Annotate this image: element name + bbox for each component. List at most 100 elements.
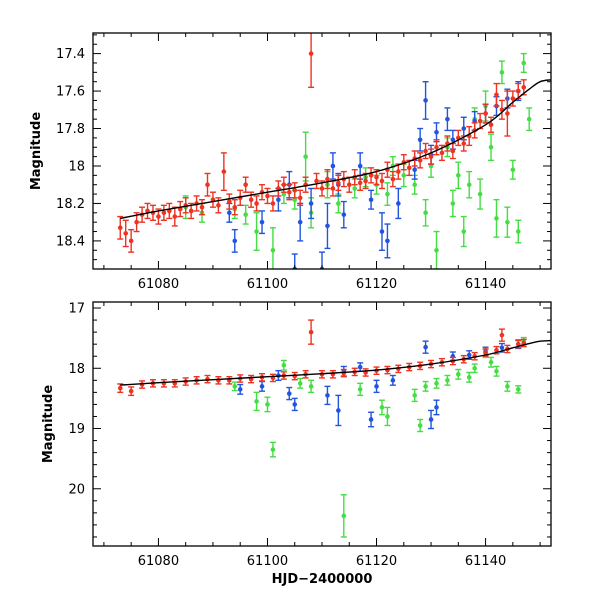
red-data-point (286, 189, 292, 195)
y-tick-label: 17 (68, 302, 85, 317)
green-data-point (254, 229, 259, 234)
red-data-point (265, 193, 270, 199)
red-data-point (488, 122, 494, 128)
red-data-point (248, 197, 254, 202)
x-tick-label: 61120 (356, 277, 397, 292)
y-tick-label: 19 (68, 422, 85, 437)
green-data-point (243, 212, 248, 217)
green-data-point (308, 384, 314, 389)
green-data-point (385, 191, 390, 197)
red-data-point (363, 178, 368, 184)
red-data-point (515, 88, 521, 94)
blue-data-point (423, 98, 428, 103)
green-data-point (466, 182, 472, 188)
blue-data-point (385, 238, 390, 244)
green-data-point (281, 362, 287, 368)
blue-data-point (259, 219, 265, 225)
red-data-point (172, 214, 178, 219)
red-data-point (221, 169, 227, 174)
blue-data-point (423, 344, 428, 350)
red-data-point (308, 51, 314, 56)
green-data-point (336, 201, 341, 206)
red-data-point (450, 148, 456, 154)
blue-data-point (412, 167, 417, 173)
x-tick-label: 61140 (465, 554, 506, 569)
top-panel-ticks: 61080 61100 61120 61140 17.4 17.6 17.8 18 18.2 18… (56, 33, 551, 292)
red-data-point (477, 118, 483, 124)
y-tick-label: 20 (68, 482, 85, 497)
blue-data-point (227, 210, 232, 216)
red-data-point (434, 144, 439, 150)
bottom-panel-x-axis-label: HJD−2400000 (272, 572, 373, 587)
blue-data-point (499, 345, 505, 351)
blue-data-point (308, 201, 314, 206)
bottom-panel-frame (92, 301, 552, 547)
green-data-point (515, 229, 521, 234)
green-data-point (477, 191, 483, 197)
green-data-point (297, 381, 303, 386)
blue-data-point (466, 352, 472, 358)
y-tick-label: 18.2 (56, 197, 85, 212)
red-data-point (161, 210, 167, 216)
bottom-panel-marks (117, 319, 551, 538)
blue-data-point (276, 197, 281, 202)
red-data-point (499, 332, 505, 338)
red-data-point (325, 176, 330, 182)
x-tick-label: 61080 (138, 554, 179, 569)
green-data-point (434, 381, 439, 386)
green-data-point (461, 229, 467, 234)
green-data-point (505, 219, 510, 225)
blue-data-point (341, 212, 347, 217)
blue-data-point (461, 126, 467, 131)
red-data-point (368, 173, 374, 178)
top-panel-marks (117, 33, 551, 269)
red-data-point (156, 214, 161, 219)
red-data-point (232, 204, 238, 210)
y-tick-label: 17.4 (56, 47, 85, 62)
red-data-point (483, 111, 488, 116)
red-data-point (205, 182, 210, 188)
red-data-point (254, 201, 259, 206)
green-data-point (401, 173, 407, 178)
red-data-point (188, 208, 194, 214)
green-data-point (428, 163, 434, 169)
red-data-point (292, 188, 298, 193)
blue-data-point (379, 229, 385, 234)
red-data-point (199, 204, 205, 210)
top-panel-frame (92, 32, 552, 270)
red-data-point (515, 341, 521, 347)
red-data-point (134, 219, 139, 225)
blue-data-point (368, 197, 374, 202)
green-data-point (521, 60, 527, 66)
red-data-point (505, 111, 510, 116)
red-data-point (123, 231, 129, 236)
blue-data-point (232, 238, 238, 244)
blue-data-point (374, 384, 379, 389)
blue-data-point (472, 118, 477, 124)
red-data-point (281, 182, 287, 188)
green-data-point (265, 402, 270, 407)
y-tick-label: 18.4 (56, 234, 85, 249)
green-data-point (423, 210, 428, 216)
green-data-point (281, 191, 287, 197)
red-data-point (346, 182, 352, 188)
blue-data-point (368, 417, 374, 422)
red-data-point (379, 178, 385, 184)
y-tick-label: 17.6 (56, 85, 85, 100)
bottom-panel-y-axis-label: Magnitude (41, 385, 56, 464)
green-data-point (423, 384, 428, 389)
green-data-point (232, 384, 238, 389)
red-data-point (390, 176, 396, 182)
red-data-point (423, 148, 428, 154)
green-data-point (292, 197, 298, 202)
blue-data-point (428, 417, 434, 422)
blue-data-point (396, 201, 401, 206)
blue-data-point (450, 137, 456, 143)
green-data-point (412, 182, 417, 188)
red-data-point (510, 96, 516, 101)
blue-data-point (445, 116, 450, 122)
blue-data-point (357, 364, 363, 370)
red-data-point (216, 203, 221, 208)
green-data-point (270, 447, 276, 452)
